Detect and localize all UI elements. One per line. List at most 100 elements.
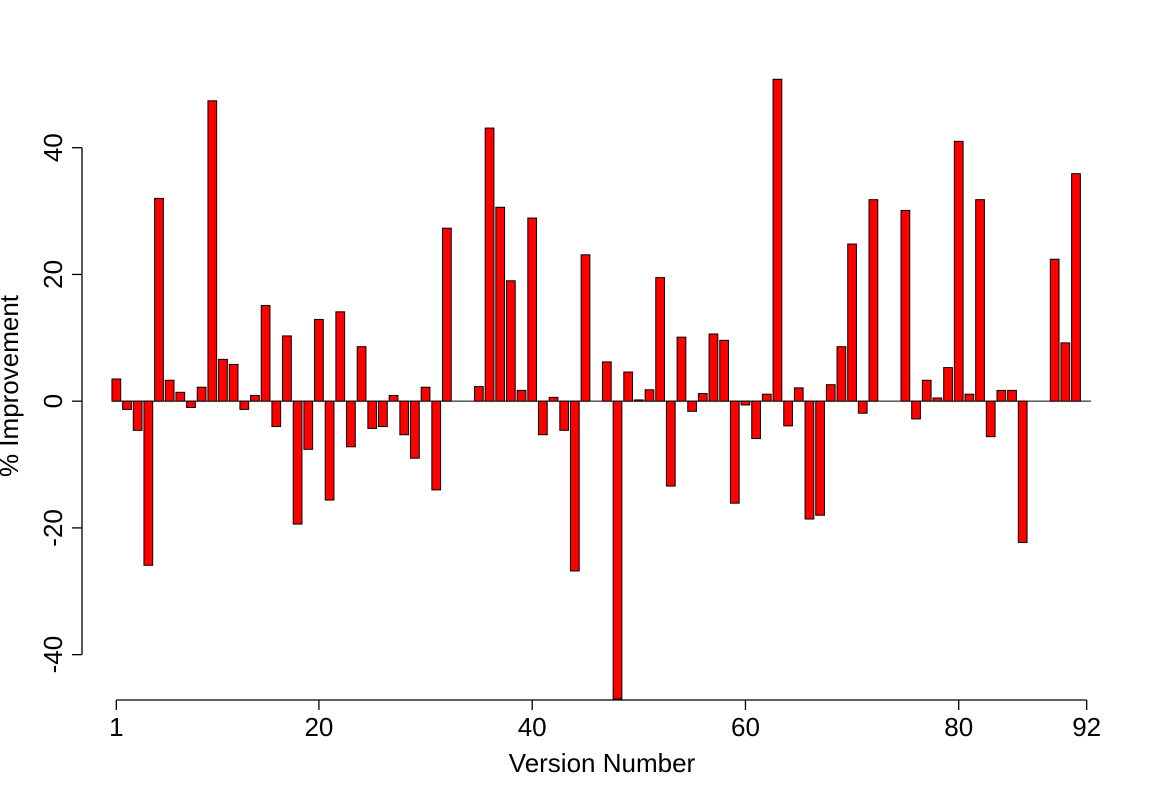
bar-version-41 <box>537 400 548 436</box>
x-tick-label-40: 40 <box>518 712 547 742</box>
bar-version-48 <box>612 400 623 700</box>
bar-version-84 <box>996 389 1007 402</box>
bar-version-28 <box>399 400 410 436</box>
bar-version-12 <box>228 363 239 402</box>
bar-version-35 <box>474 386 484 402</box>
bar-version-3 <box>132 400 143 431</box>
bar-version-37 <box>495 206 506 402</box>
x-axis: 1 20 40 60 80 92 <box>109 699 1101 742</box>
bar-version-38 <box>505 280 516 402</box>
bar-version-11 <box>218 358 228 402</box>
bar-version-62 <box>761 393 772 402</box>
bar-version-21 <box>324 400 335 501</box>
bar-version-5 <box>154 197 164 402</box>
bar-version-7 <box>175 391 186 402</box>
y-tick-label-40: 40 <box>38 133 68 162</box>
bar-version-81 <box>964 393 975 402</box>
bar-version-58 <box>719 339 729 402</box>
bar-version-63 <box>772 78 783 402</box>
x-tick-label-20: 20 <box>304 712 333 742</box>
bar-version-77 <box>921 379 932 402</box>
bar-version-68 <box>825 384 836 402</box>
bar-version-23 <box>346 400 356 448</box>
bar-version-64 <box>783 400 793 427</box>
bar-version-76 <box>911 400 921 420</box>
bar-version-49 <box>623 371 634 402</box>
y-axis-title: % Improvement <box>0 294 24 477</box>
bar-version-36 <box>484 127 495 402</box>
bar-version-39 <box>516 389 527 402</box>
bar-version-71 <box>857 400 868 414</box>
bar-version-75 <box>900 209 911 402</box>
bar-version-31 <box>431 400 442 491</box>
bar-version-6 <box>164 379 175 402</box>
bar-version-89 <box>1049 258 1060 402</box>
bar-version-20 <box>314 318 324 402</box>
bar-version-13 <box>239 400 250 410</box>
bar-version-29 <box>410 400 420 459</box>
bar-version-50 <box>633 399 644 402</box>
x-tick-label-1: 1 <box>109 712 123 742</box>
bar-version-32 <box>442 227 452 402</box>
bar-version-8 <box>186 400 196 409</box>
bar-version-4 <box>143 400 154 566</box>
bar-version-22 <box>335 311 346 402</box>
bar-version-57 <box>708 333 719 402</box>
bar-version-83 <box>985 400 996 438</box>
x-tick-label-60: 60 <box>731 712 760 742</box>
bar-version-69 <box>836 346 847 402</box>
y-axis: -40 -20 0 20 40 <box>38 133 83 674</box>
bar-version-27 <box>388 394 399 402</box>
bar-version-45 <box>580 254 591 402</box>
bar-version-44 <box>569 400 580 572</box>
bar-version-14 <box>250 394 260 402</box>
y-tick-label--20: -20 <box>38 509 68 547</box>
bar-version-15 <box>260 304 271 402</box>
bar-version-47 <box>601 361 612 402</box>
bar-version-78 <box>932 397 943 402</box>
x-axis-title: Version Number <box>509 748 696 778</box>
bar-version-60 <box>740 400 751 406</box>
bar-version-25 <box>367 400 378 429</box>
bar-version-54 <box>676 336 687 402</box>
bar-version-65 <box>793 387 804 402</box>
bar-version-42 <box>548 396 559 402</box>
bar-version-85 <box>1007 389 1017 402</box>
y-tick-label-20: 20 <box>38 260 68 289</box>
bar-version-40 <box>527 217 538 402</box>
bar-version-53 <box>665 400 676 487</box>
bar-version-2 <box>122 400 132 410</box>
bar-version-91 <box>1071 173 1081 402</box>
bar-version-52 <box>655 277 666 402</box>
bar-version-10 <box>207 100 218 402</box>
bar-version-24 <box>356 346 367 402</box>
x-tick-label-80: 80 <box>944 712 973 742</box>
bar-version-86 <box>1017 400 1028 543</box>
bar-version-43 <box>559 400 570 431</box>
bar-version-79 <box>943 367 953 402</box>
bars <box>111 78 1081 700</box>
bar-version-17 <box>282 335 292 402</box>
bar-version-82 <box>975 199 985 402</box>
bar-version-90 <box>1060 342 1071 402</box>
bar-version-9 <box>196 386 207 402</box>
y-tick-label--40: -40 <box>38 636 68 674</box>
bar-version-70 <box>847 243 857 402</box>
bar-version-16 <box>271 400 282 428</box>
bar-version-66 <box>804 400 815 520</box>
bar-version-59 <box>729 400 740 504</box>
bar-version-30 <box>420 386 431 402</box>
bar-version-51 <box>644 389 655 402</box>
x-tick-label-92: 92 <box>1072 712 1101 742</box>
bar-version-80 <box>953 140 964 402</box>
y-tick-label-0: 0 <box>38 394 68 408</box>
bar-version-26 <box>378 400 388 428</box>
bar-version-67 <box>815 400 825 516</box>
bar-version-19 <box>303 400 314 450</box>
bar-version-61 <box>751 400 761 440</box>
bar-version-72 <box>868 199 879 402</box>
bar-version-56 <box>697 393 708 402</box>
bar-version-55 <box>687 400 698 412</box>
bar-version-18 <box>292 400 303 525</box>
